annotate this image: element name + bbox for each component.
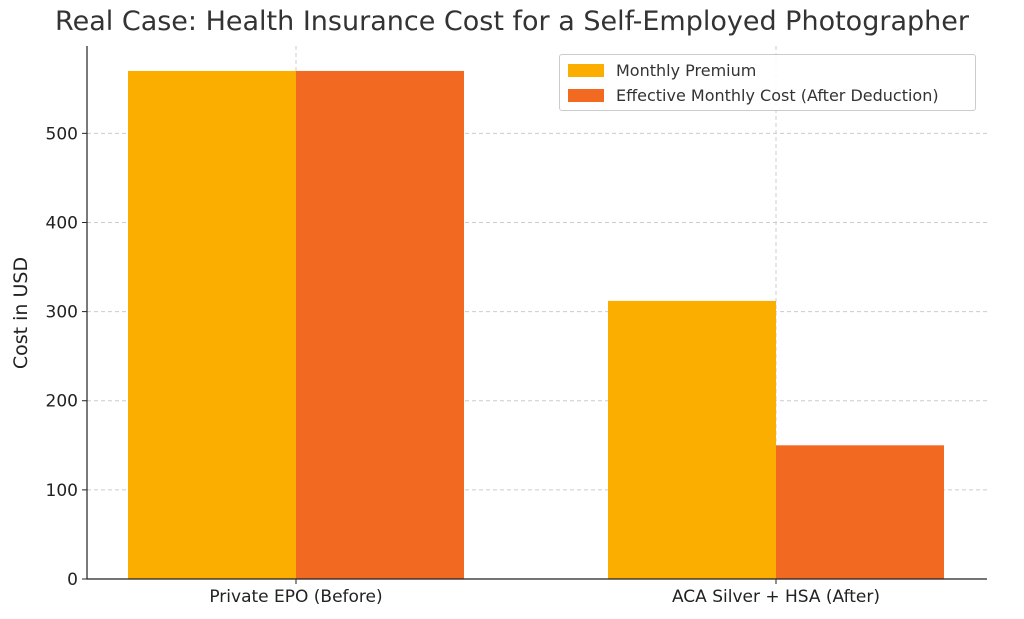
legend-item-effective-cost: Effective Monthly Cost (After Deduction) bbox=[568, 85, 939, 105]
bar-effective-cost-1 bbox=[776, 445, 944, 579]
legend: Monthly Premium Effective Monthly Cost (… bbox=[559, 54, 976, 111]
x-tick-label: ACA Silver + HSA (After) bbox=[672, 587, 880, 607]
legend-label-premium: Monthly Premium bbox=[616, 60, 757, 80]
y-tick-label: 0 bbox=[67, 570, 78, 590]
chart-title: Real Case: Health Insurance Cost for a S… bbox=[55, 6, 969, 37]
y-tick-label: 400 bbox=[46, 213, 78, 233]
y-tick-label: 500 bbox=[46, 124, 78, 144]
bar-premium-1 bbox=[608, 300, 776, 579]
legend-item-premium: Monthly Premium bbox=[568, 60, 756, 80]
x-tick-label: Private EPO (Before) bbox=[209, 587, 382, 607]
legend-swatch-effective-cost bbox=[568, 88, 604, 102]
bar-premium-0 bbox=[128, 70, 296, 580]
legend-swatch-premium bbox=[568, 63, 604, 77]
y-tick-label: 200 bbox=[46, 392, 78, 412]
y-tick-label: 100 bbox=[46, 481, 78, 501]
bar-effective-cost-0 bbox=[296, 70, 464, 580]
legend-label-effective-cost: Effective Monthly Cost (After Deduction) bbox=[616, 85, 939, 105]
y-tick-label: 300 bbox=[46, 303, 78, 323]
